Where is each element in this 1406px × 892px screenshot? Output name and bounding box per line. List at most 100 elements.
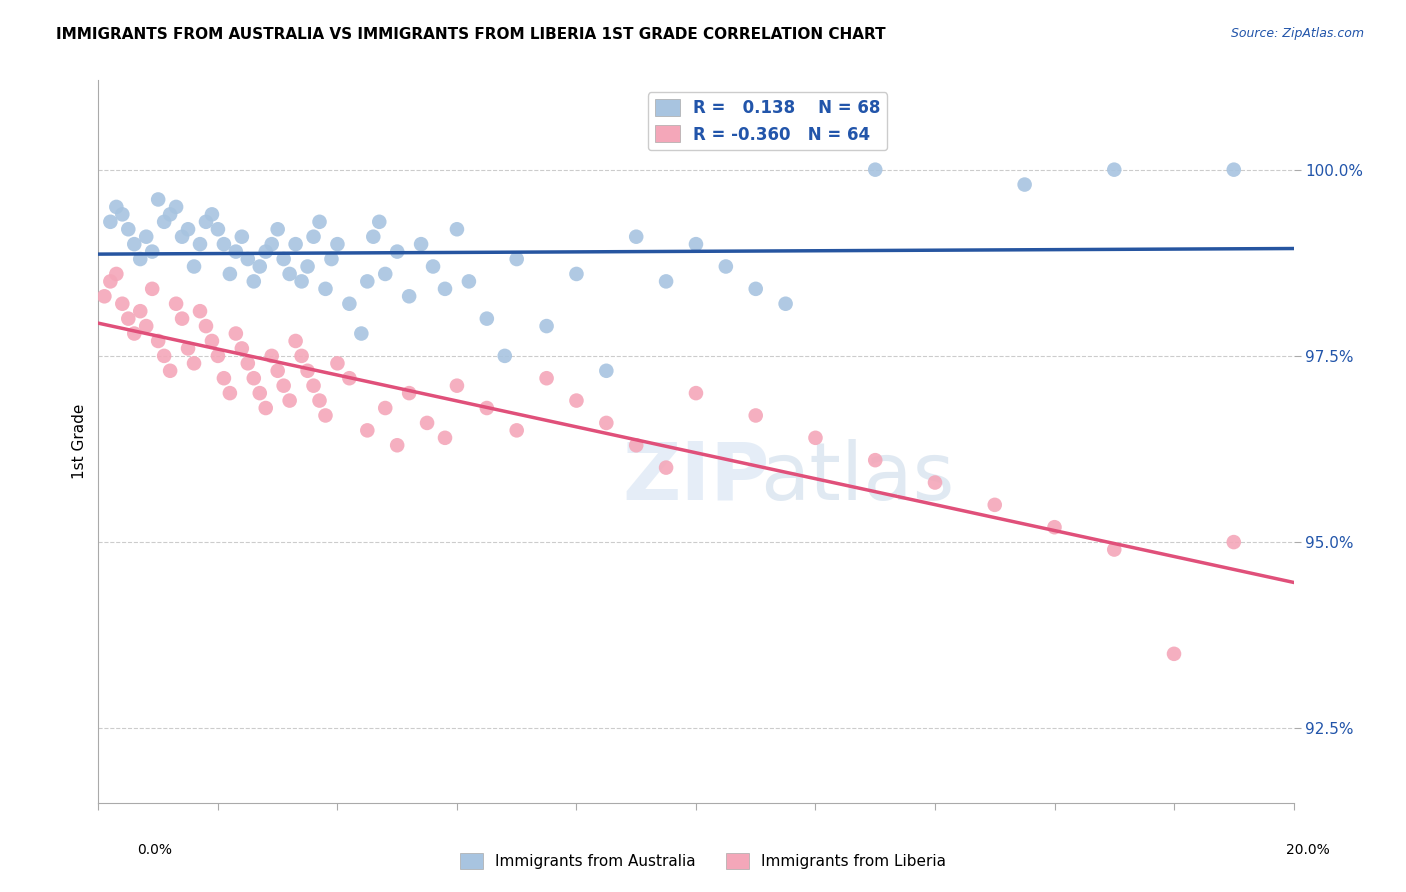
Point bbox=[177, 222, 200, 236]
Point bbox=[1104, 542, 1126, 557]
Point bbox=[117, 222, 139, 236]
Point bbox=[195, 215, 218, 229]
Point bbox=[321, 252, 343, 266]
Point bbox=[1163, 647, 1185, 661]
Point bbox=[434, 431, 457, 445]
Point bbox=[231, 342, 253, 356]
Point bbox=[302, 378, 325, 392]
Point bbox=[1223, 162, 1246, 177]
Point bbox=[219, 267, 242, 281]
Point bbox=[506, 423, 529, 437]
Point bbox=[225, 326, 247, 341]
Point bbox=[231, 229, 253, 244]
Point bbox=[565, 393, 588, 408]
Point bbox=[141, 282, 163, 296]
Point bbox=[243, 274, 266, 288]
Point bbox=[356, 274, 378, 288]
Point bbox=[249, 260, 271, 274]
Legend: Immigrants from Australia, Immigrants from Liberia: Immigrants from Australia, Immigrants fr… bbox=[454, 847, 952, 875]
Point bbox=[284, 334, 307, 348]
Point bbox=[236, 356, 259, 370]
Point bbox=[446, 378, 468, 392]
Point bbox=[225, 244, 247, 259]
Point bbox=[236, 252, 259, 266]
Point bbox=[260, 349, 283, 363]
Text: 0.0%: 0.0% bbox=[138, 843, 172, 857]
Point bbox=[745, 409, 768, 423]
Point bbox=[339, 297, 361, 311]
Point bbox=[494, 349, 516, 363]
Point bbox=[291, 274, 314, 288]
Point bbox=[506, 252, 529, 266]
Point bbox=[183, 260, 205, 274]
Point bbox=[385, 438, 409, 452]
Point bbox=[363, 229, 385, 244]
Point bbox=[434, 282, 457, 296]
Point bbox=[475, 311, 498, 326]
Legend: R =   0.138    N = 68, R = -0.360   N = 64: R = 0.138 N = 68, R = -0.360 N = 64 bbox=[648, 92, 887, 150]
Point bbox=[308, 393, 330, 408]
Point bbox=[183, 356, 205, 370]
Point bbox=[98, 215, 122, 229]
Point bbox=[374, 401, 396, 415]
Point bbox=[188, 237, 211, 252]
Point bbox=[326, 237, 349, 252]
Point bbox=[284, 237, 307, 252]
Point bbox=[159, 207, 181, 221]
Point bbox=[93, 289, 115, 303]
Point bbox=[98, 274, 122, 288]
Point bbox=[356, 423, 378, 437]
Point bbox=[374, 267, 396, 281]
Point bbox=[254, 401, 277, 415]
Point bbox=[135, 229, 157, 244]
Point bbox=[339, 371, 361, 385]
Point bbox=[655, 460, 678, 475]
Point bbox=[219, 386, 242, 401]
Text: atlas: atlas bbox=[761, 439, 955, 516]
Point bbox=[595, 364, 617, 378]
Point bbox=[207, 349, 229, 363]
Point bbox=[1223, 535, 1246, 549]
Point bbox=[165, 200, 187, 214]
Point bbox=[350, 326, 373, 341]
Point bbox=[124, 237, 146, 252]
Point bbox=[565, 267, 588, 281]
Point bbox=[398, 289, 420, 303]
Y-axis label: 1st Grade: 1st Grade bbox=[72, 404, 87, 479]
Point bbox=[141, 244, 163, 259]
Point bbox=[195, 319, 218, 334]
Point bbox=[685, 386, 707, 401]
Point bbox=[212, 237, 235, 252]
Point bbox=[278, 267, 301, 281]
Point bbox=[105, 200, 128, 214]
Point bbox=[124, 326, 146, 341]
Point bbox=[411, 237, 433, 252]
Point bbox=[385, 244, 409, 259]
Point bbox=[1043, 520, 1066, 534]
Point bbox=[475, 401, 498, 415]
Point bbox=[129, 304, 152, 318]
Point bbox=[446, 222, 468, 236]
Point bbox=[626, 229, 648, 244]
Point bbox=[714, 260, 737, 274]
Point bbox=[153, 215, 176, 229]
Point bbox=[243, 371, 266, 385]
Point bbox=[201, 207, 224, 221]
Point bbox=[249, 386, 271, 401]
Point bbox=[273, 378, 295, 392]
Point bbox=[595, 416, 617, 430]
Point bbox=[315, 409, 337, 423]
Point bbox=[775, 297, 797, 311]
Point bbox=[315, 282, 337, 296]
Point bbox=[207, 222, 229, 236]
Point bbox=[302, 229, 325, 244]
Point bbox=[201, 334, 224, 348]
Point bbox=[291, 349, 314, 363]
Point bbox=[297, 364, 319, 378]
Point bbox=[685, 237, 707, 252]
Point bbox=[278, 393, 301, 408]
Point bbox=[536, 371, 558, 385]
Point bbox=[188, 304, 211, 318]
Point bbox=[984, 498, 1007, 512]
Point bbox=[745, 282, 768, 296]
